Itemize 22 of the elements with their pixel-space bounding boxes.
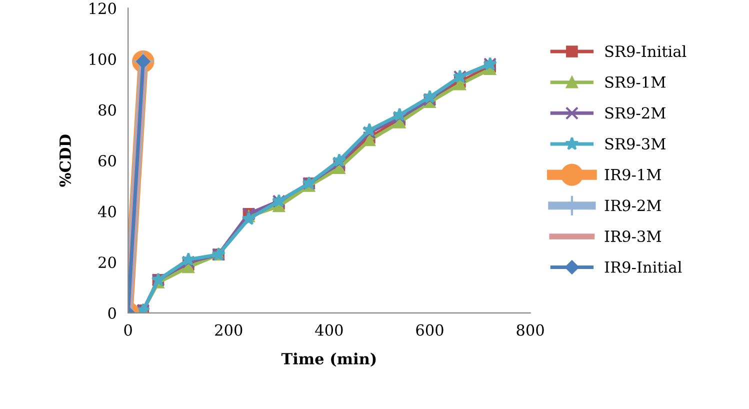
legend-label: IR9-3M: [604, 230, 662, 242]
x-tick-label: 600: [416, 324, 444, 336]
legend-label: SR9-2M: [605, 107, 666, 119]
legend-label: SR9-Initial: [605, 45, 686, 58]
x-tick-label: 400: [315, 324, 343, 336]
y-tick-label: 20: [98, 256, 116, 268]
y-tick-label: 100: [90, 53, 116, 65]
legend-label: SR9-3M: [605, 138, 666, 150]
legend-label: IR9-1M: [604, 168, 662, 180]
y-tick-label: 60: [98, 155, 116, 167]
y-tick-label: 40: [98, 206, 116, 218]
x-axis-title: Time (min): [281, 352, 376, 367]
y-tick-label: 120: [90, 2, 116, 14]
x-tick-label: 0: [124, 324, 132, 336]
x-tick-label: 200: [215, 324, 242, 336]
y-axis-title: %CDD: [59, 134, 71, 187]
legend-label: IR9-Initial: [604, 261, 682, 273]
y-tick-label: 80: [98, 104, 116, 116]
legend-label: SR9-1M: [605, 76, 666, 88]
y-tick-label: 0: [108, 307, 116, 319]
legend-label: IR9-2M: [604, 200, 662, 212]
x-tick-label: 800: [516, 324, 544, 336]
